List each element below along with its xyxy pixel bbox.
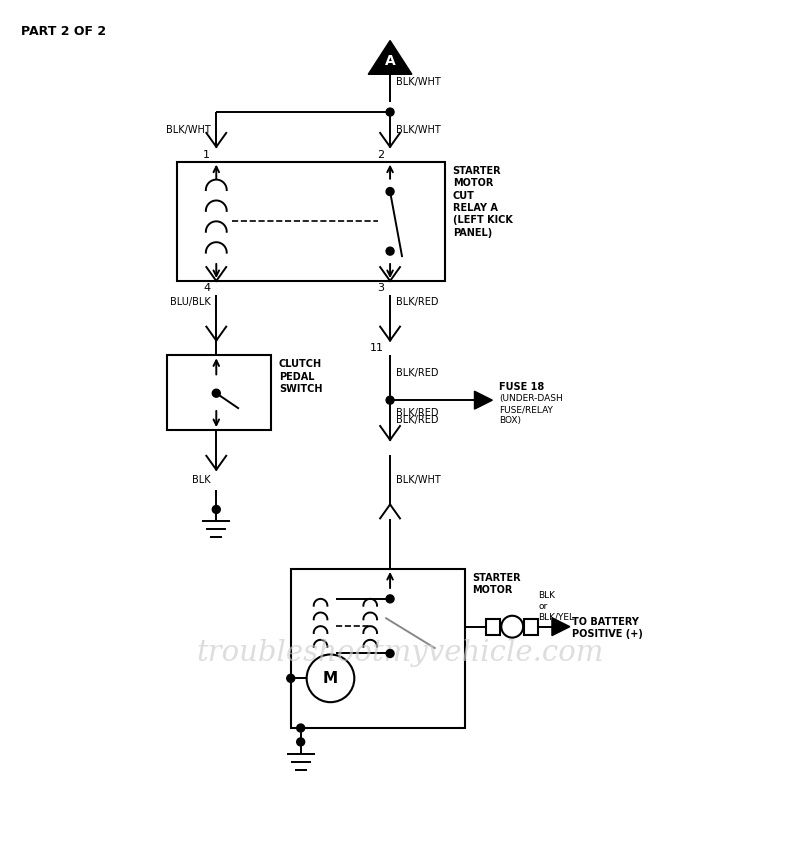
Text: 3: 3 xyxy=(377,283,384,293)
Circle shape xyxy=(386,247,394,255)
Text: troubleshootmyvehicle.com: troubleshootmyvehicle.com xyxy=(196,639,604,667)
Text: 4: 4 xyxy=(203,283,210,293)
Text: BLK/WHT: BLK/WHT xyxy=(396,474,441,484)
Polygon shape xyxy=(552,618,570,636)
Text: BLK/RED: BLK/RED xyxy=(396,297,438,307)
Bar xyxy=(166,355,271,430)
Bar xyxy=(486,619,500,635)
Text: BLU/BLK: BLU/BLK xyxy=(170,297,210,307)
Circle shape xyxy=(386,595,394,603)
Circle shape xyxy=(386,188,394,196)
Text: 1: 1 xyxy=(203,150,210,160)
Text: STARTER
MOTOR: STARTER MOTOR xyxy=(473,573,521,595)
Text: (UNDER-DASH
FUSE/RELAY
BOX): (UNDER-DASH FUSE/RELAY BOX) xyxy=(499,394,563,425)
Circle shape xyxy=(297,738,305,746)
Text: 11: 11 xyxy=(370,343,384,353)
Text: TO BATTERY
POSITIVE (+): TO BATTERY POSITIVE (+) xyxy=(572,617,642,639)
Circle shape xyxy=(386,396,394,404)
Circle shape xyxy=(286,674,294,683)
Text: BLK
or
BLK/YEL: BLK or BLK/YEL xyxy=(538,591,574,621)
Text: BLK/RED: BLK/RED xyxy=(396,408,438,418)
Text: M: M xyxy=(323,671,338,686)
Text: BLK: BLK xyxy=(192,474,210,484)
Circle shape xyxy=(386,108,394,116)
Circle shape xyxy=(212,506,220,513)
Bar xyxy=(524,619,538,635)
Text: BLK/WHT: BLK/WHT xyxy=(396,125,441,135)
Text: A: A xyxy=(385,54,395,69)
Circle shape xyxy=(297,724,305,732)
Text: PART 2 OF 2: PART 2 OF 2 xyxy=(21,25,106,37)
Polygon shape xyxy=(368,41,412,74)
Text: FUSE 18: FUSE 18 xyxy=(499,382,545,392)
Text: CLUTCH
PEDAL
SWITCH: CLUTCH PEDAL SWITCH xyxy=(279,360,322,394)
Bar xyxy=(177,162,445,281)
Circle shape xyxy=(212,389,220,397)
Bar xyxy=(290,569,465,728)
Polygon shape xyxy=(474,391,492,409)
Text: BLK/WHT: BLK/WHT xyxy=(396,77,441,88)
Text: BLK/RED: BLK/RED xyxy=(396,415,438,425)
Text: BLK/RED: BLK/RED xyxy=(396,368,438,378)
Text: 2: 2 xyxy=(377,150,384,160)
Circle shape xyxy=(386,649,394,657)
Text: BLK/WHT: BLK/WHT xyxy=(166,125,210,135)
Text: STARTER
MOTOR
CUT
RELAY A
(LEFT KICK
PANEL): STARTER MOTOR CUT RELAY A (LEFT KICK PAN… xyxy=(453,166,513,238)
